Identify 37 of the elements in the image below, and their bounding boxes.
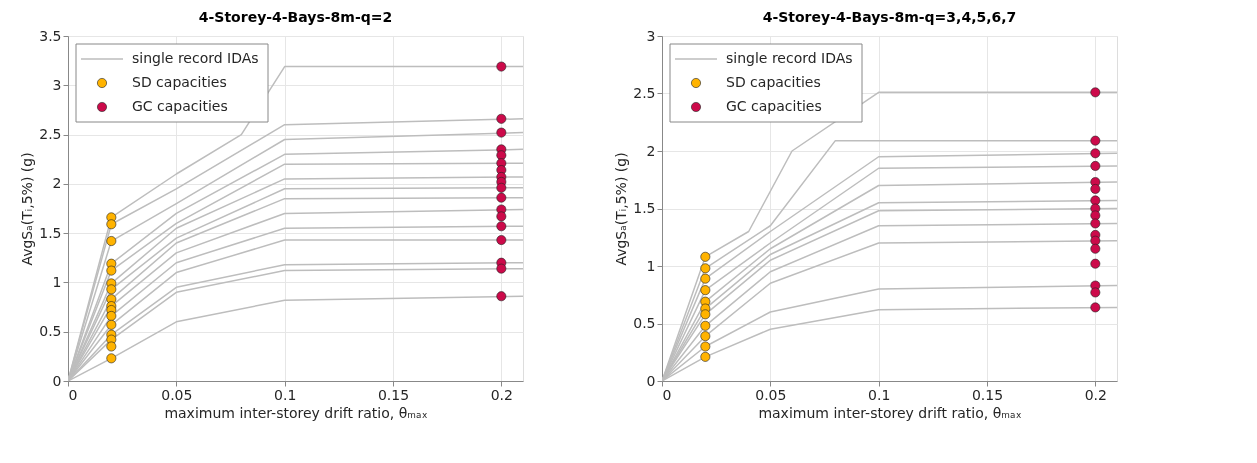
x-axis-title: maximum inter-storey drift ratio, θₘₐₓ [758,404,1022,421]
y-tick-label: 1 [52,273,62,290]
chart-title: 4-Storey-4-Bays-8m-q=3,4,5,6,7 [762,9,1017,25]
y-tick-label: 0.5 [633,315,656,331]
y-tick-label: 1.5 [39,224,62,241]
x-tick-label: 0.2 [1084,386,1107,403]
x-tick-label: 0.1 [868,386,891,403]
y-tick-label: 1.5 [633,200,656,216]
x-tick-label: 0 [68,386,78,403]
legend-label: single record IDAs [726,50,853,66]
y-tick-label: 3.5 [39,27,62,44]
y-tick-label: 0 [52,372,62,389]
x-tick-label: 0.15 [971,386,1004,403]
x-tick-label: 0.05 [755,386,787,403]
y-axis-title: AvgSₐ(Tᵢ,5%) (g) [613,152,630,266]
x-axis-title: maximum inter-storey drift ratio, θₘₐₓ [164,404,428,421]
x-tick-label: 0.15 [377,386,410,403]
y-axis-title: AvgSₐ(Tᵢ,5%) (g) [19,152,36,266]
x-tick-label: 0 [662,386,672,403]
y-tick-label: 1 [646,257,656,274]
legend-label: GC capacities [726,98,822,114]
y-tick-label: 0 [646,372,656,389]
y-tick-label: 2.5 [39,126,62,143]
x-tick-label: 0.2 [490,386,513,403]
x-tick-label: 0.1 [274,386,297,403]
legend-label: GC capacities [132,98,228,114]
legend-label: SD capacities [132,74,227,90]
y-tick-label: 3 [52,76,62,93]
legend-label: SD capacities [726,74,821,90]
y-tick-label: 0.5 [39,323,62,340]
chart-title: 4-Storey-4-Bays-8m-q=2 [198,9,393,25]
y-tick-label: 2 [646,142,656,159]
legend-label: single record IDAs [132,50,259,66]
x-tick-label: 0.05 [161,386,193,403]
y-tick-label: 3 [646,27,656,44]
y-tick-label: 2.5 [633,85,656,101]
y-tick-label: 2 [52,175,62,192]
